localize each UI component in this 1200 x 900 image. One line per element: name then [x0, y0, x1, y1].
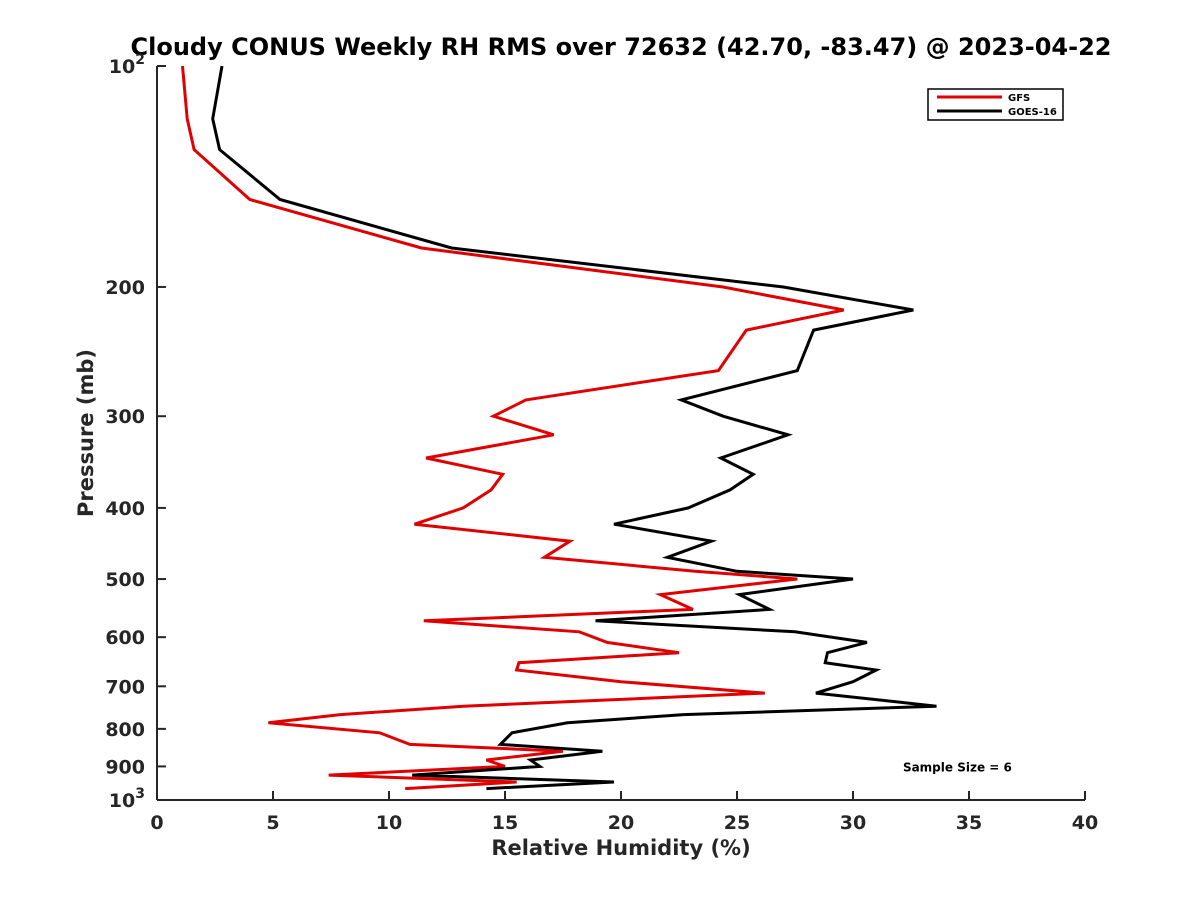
x-tick-label: 5 [266, 812, 279, 834]
annotations: Sample Size = 6 [903, 760, 1012, 774]
legend-box [927, 88, 1064, 121]
legend-label: GFS [1008, 93, 1030, 104]
y-tick-label: 103 [109, 786, 145, 812]
x-tick-label: 20 [608, 812, 634, 834]
x-tick-label: 0 [150, 812, 163, 834]
chart-title: Cloudy CONUS Weekly RH RMS over 72632 (4… [131, 33, 1112, 61]
y-tick-label: 900 [105, 756, 145, 778]
x-tick-label: 40 [1072, 812, 1098, 834]
x-tick-label: 15 [492, 812, 518, 834]
x-tick-label: 35 [956, 812, 982, 834]
y-tick-label: 700 [105, 676, 145, 698]
y-tick-label: 400 [105, 498, 145, 520]
y-tick-label: 600 [105, 627, 145, 649]
sample-size-annotation: Sample Size = 6 [903, 760, 1012, 774]
x-tick-label: 30 [840, 812, 866, 834]
y-tick-label: 800 [105, 719, 145, 741]
x-tick-label: 10 [376, 812, 402, 834]
x-tick-label: 25 [724, 812, 750, 834]
y-tick-label: 500 [105, 569, 145, 591]
y-axis-label: Pressure (mb) [74, 349, 98, 517]
legend-label: GOES-16 [1008, 107, 1057, 118]
series-line-goes-16 [211, 65, 937, 791]
y-tick-label: 300 [105, 406, 145, 428]
series-line-gfs [181, 65, 845, 791]
x-axis-label: Relative Humidity (%) [491, 836, 750, 860]
y-tick-label: 102 [109, 52, 145, 78]
plot-area [181, 65, 937, 791]
legend: GFS GOES-16 [927, 88, 1064, 121]
axes: 0 5 10 15 20 25 30 35 40 102 200 300 400 500 600 700 800… [105, 52, 1098, 834]
y-tick-label: 200 [105, 277, 145, 299]
